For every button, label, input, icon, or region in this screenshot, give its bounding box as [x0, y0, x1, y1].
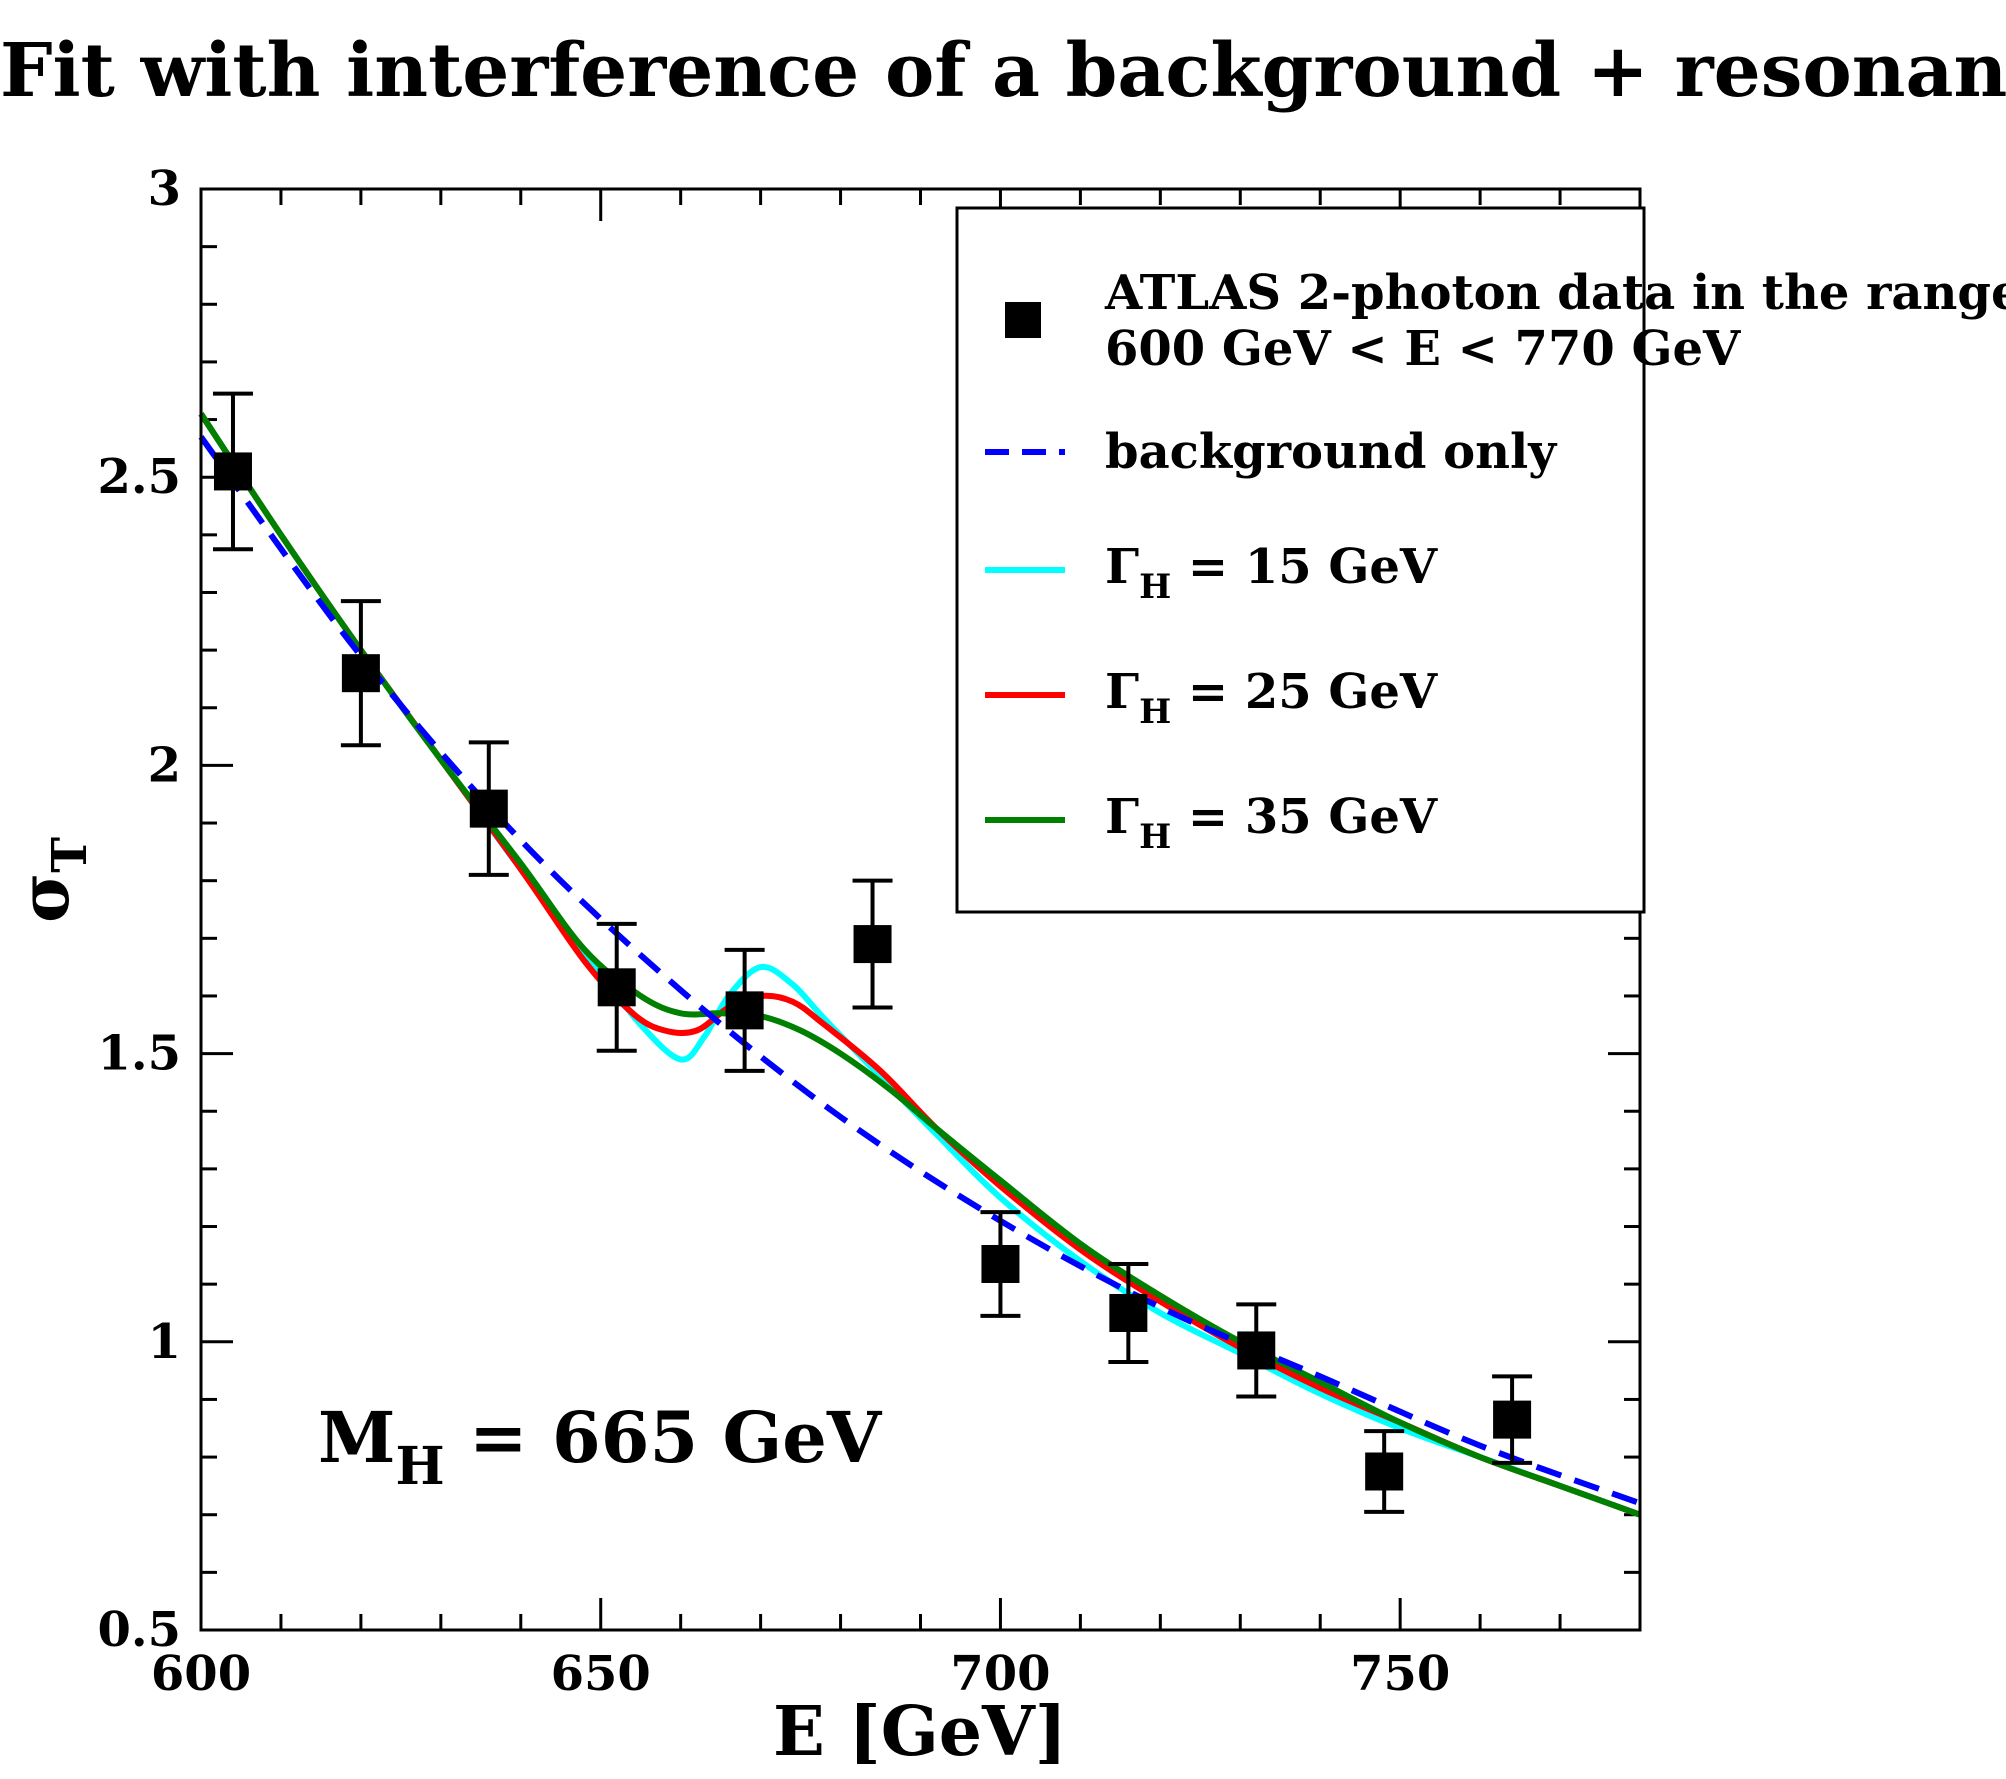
x-tick-label: 750: [1350, 1646, 1450, 1702]
data-point: [852, 878, 893, 1010]
data-point: [980, 1210, 1021, 1318]
mass-annotation-rest: = 665 GeV: [445, 1396, 883, 1479]
y-axis-label-main: σ: [5, 873, 85, 923]
data-point: [340, 599, 381, 748]
y-tick-label: 2: [148, 737, 181, 793]
data-point: [1364, 1429, 1405, 1514]
data-point: [1492, 1374, 1533, 1465]
data-marker: [981, 1244, 1020, 1283]
data-marker: [1237, 1331, 1276, 1370]
tick-labels: 600 650 700 750 0.5 1 1.5 2 2.5 3: [97, 161, 1450, 1702]
data-marker: [1365, 1452, 1404, 1491]
data-point: [468, 740, 509, 877]
y-axis-label-sub: T: [42, 837, 98, 873]
mass-annotation-main: M: [318, 1396, 396, 1479]
data-points-layer: [212, 391, 1533, 1514]
y-tick-label: 1.5: [97, 1026, 181, 1082]
x-tick-label: 650: [551, 1646, 651, 1702]
svg-text:σT: σT: [5, 837, 98, 923]
mass-annotation: MH = 665 GeV: [318, 1396, 883, 1497]
data-marker: [597, 968, 636, 1007]
legend-label-width-35: ΓH = 35 GeV: [1105, 789, 1438, 857]
data-marker: [213, 452, 252, 491]
data-point: [1236, 1302, 1277, 1399]
data-point: [596, 921, 637, 1053]
legend-label-data-line2: 600 GeV < E < 770 GeV: [1105, 321, 1741, 377]
x-axis-label: E [GeV]: [773, 1692, 1067, 1772]
data-marker: [341, 654, 380, 693]
data-marker: [725, 991, 764, 1030]
y-tick-label: 1: [148, 1314, 181, 1370]
legend: ATLAS 2-photon data in the range 600 GeV…: [955, 206, 2006, 914]
data-marker: [469, 789, 508, 828]
y-tick-label: 2.5: [97, 449, 181, 505]
data-marker: [1493, 1400, 1532, 1439]
y-axis-label: σT: [5, 837, 98, 923]
series-line--h-35-gev: [198, 412, 1642, 1518]
data-marker: [1109, 1293, 1148, 1332]
legend-label-background: background only: [1105, 424, 1558, 480]
series-layer: [198, 412, 1642, 1518]
legend-label-width-25: ΓH = 25 GeV: [1105, 664, 1438, 732]
data-point: [212, 391, 253, 552]
mass-annotation-sub: H: [396, 1436, 445, 1497]
legend-label-width-15: ΓH = 15 GeV: [1105, 539, 1438, 607]
y-tick-label: 0.5: [97, 1602, 181, 1658]
data-point: [1108, 1261, 1149, 1364]
legend-label-data-line1: ATLAS 2-photon data in the range: [1104, 265, 2006, 321]
x-tick-label: 700: [950, 1646, 1050, 1702]
legend-box: [955, 206, 1646, 914]
x-tick-label: 600: [151, 1646, 251, 1702]
data-point: [724, 947, 765, 1073]
data-marker: [853, 925, 892, 964]
chart-title: Fit with interference of a background + …: [0, 28, 2006, 114]
y-tick-label: 3: [148, 161, 181, 217]
legend-marker-data: [1005, 302, 1041, 338]
